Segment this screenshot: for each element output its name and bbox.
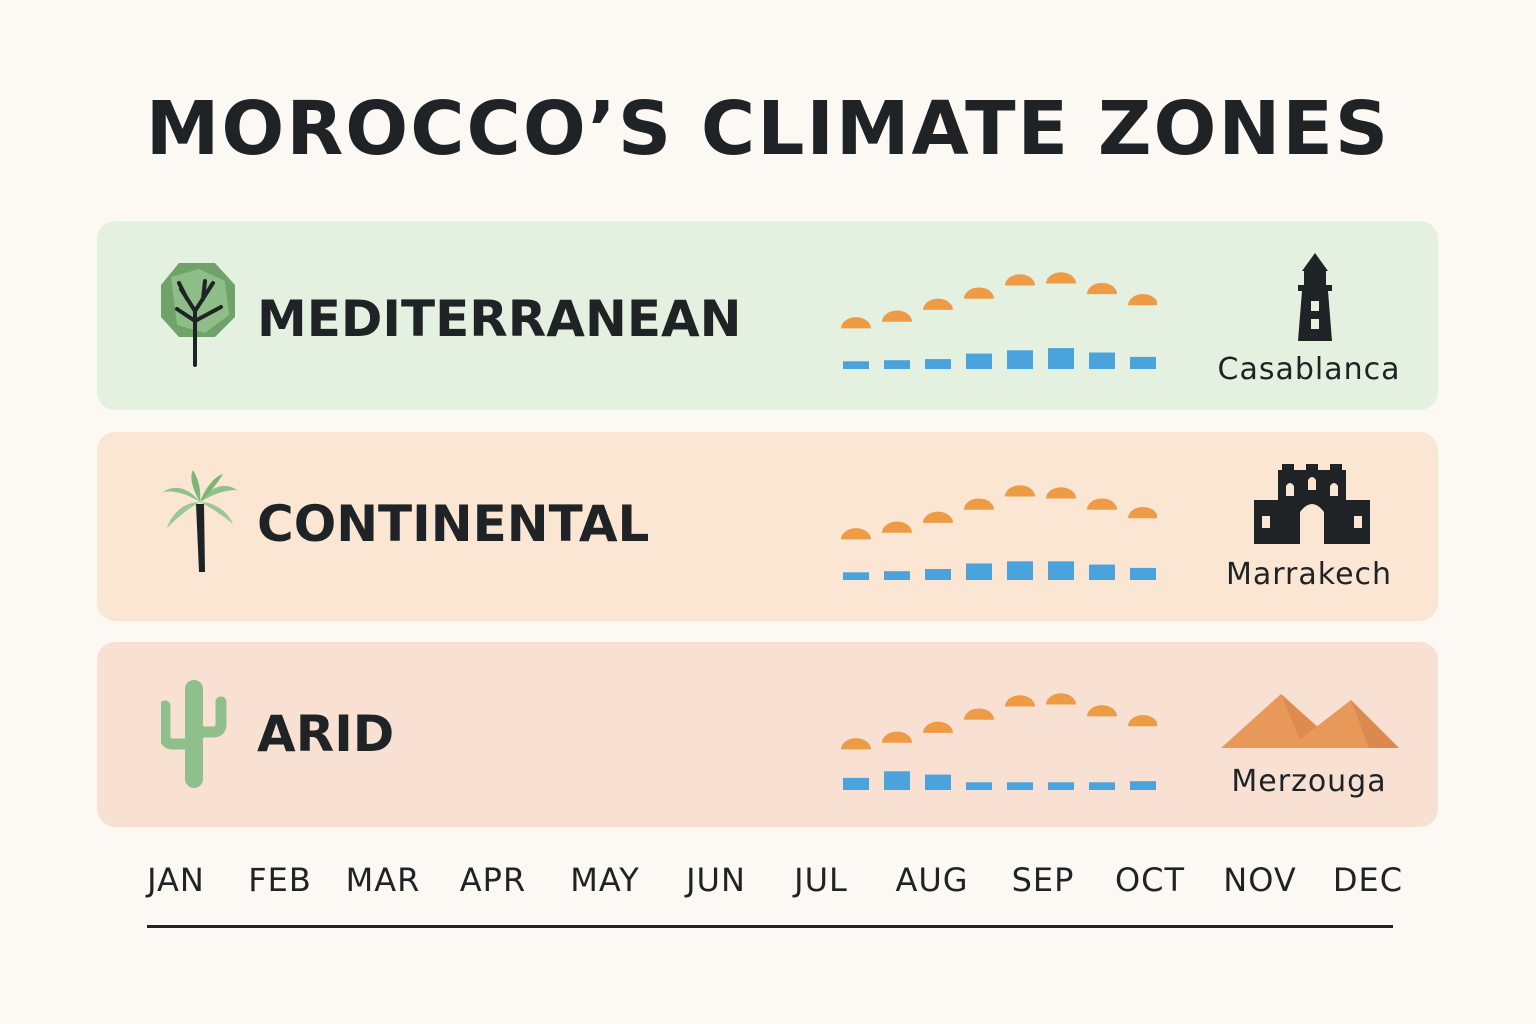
temperature-marker — [1005, 695, 1035, 707]
month-axis-labels: JAN FEB MAR APR MAY JUN JUL AUG SEP OCT NOV DEC — [0, 858, 1536, 902]
lighthouse-icon — [1298, 253, 1332, 341]
city-label-merzouga: Merzouga — [1231, 764, 1387, 799]
month-label-feb: FEB — [248, 861, 312, 899]
temperature-marker — [1046, 272, 1076, 284]
rainfall-bar — [1007, 350, 1033, 369]
page-title: MOROCCO’S CLIMATE ZONES — [145, 86, 1391, 172]
temperature-marker — [841, 317, 871, 329]
rainfall-bar — [843, 777, 869, 790]
rainfall-bar — [966, 563, 992, 580]
rainfall-bar — [966, 782, 992, 790]
axis-line — [147, 925, 1393, 928]
city-label-casablanca: Casablanca — [1217, 352, 1401, 387]
temperature-marker — [882, 521, 912, 533]
temperature-marker — [1087, 705, 1117, 717]
temperature-marker — [1128, 294, 1157, 306]
climate-chart-mediterranean — [841, 272, 1157, 369]
temperature-marker — [1046, 487, 1076, 499]
rainfall-bar — [1007, 782, 1033, 790]
rainfall-bar — [884, 571, 910, 580]
temperature-marker — [841, 528, 871, 540]
month-label-oct: OCT — [1114, 861, 1186, 899]
month-label-dec: DEC — [1332, 861, 1404, 899]
month-label-jul: JUL — [794, 861, 848, 899]
temperature-marker — [923, 511, 953, 523]
rainfall-bar — [1007, 561, 1033, 580]
rainfall-bar — [1130, 356, 1156, 369]
rainfall-bar — [884, 771, 910, 790]
rainfall-bar — [1089, 782, 1115, 790]
climate-chart-continental — [841, 485, 1157, 580]
temperature-marker — [964, 708, 994, 720]
dunes-icon — [1221, 694, 1399, 748]
rainfall-bar — [1130, 567, 1156, 580]
month-label-mar: MAR — [345, 861, 421, 899]
rainfall-bar — [1089, 564, 1115, 580]
temperature-marker — [1005, 274, 1035, 286]
temperature-marker — [1046, 693, 1076, 705]
climate-chart-arid — [841, 693, 1157, 790]
rainfall-bar — [843, 361, 869, 369]
temperature-marker — [1087, 498, 1117, 510]
temperature-marker — [882, 310, 912, 322]
palm-tree-icon — [163, 470, 237, 572]
month-label-nov: NOV — [1223, 861, 1297, 899]
month-label-sep: SEP — [1011, 861, 1075, 899]
temperature-marker — [1005, 485, 1035, 497]
zone-label-mediterranean: MEDITERRANEAN — [257, 290, 742, 348]
rainfall-bar — [884, 360, 910, 369]
rainfall-bar — [1089, 352, 1115, 369]
temperature-marker — [964, 287, 994, 299]
month-label-aug: AUG — [895, 861, 969, 899]
temperature-marker — [1128, 715, 1157, 727]
zone-label-arid: ARID — [257, 705, 395, 763]
rainfall-bar — [1048, 561, 1074, 580]
cactus-icon — [161, 680, 227, 788]
rainfall-bar — [966, 353, 992, 369]
temperature-marker — [1128, 507, 1157, 519]
zone-panel-mediterranean: MEDITERRANEAN Casablanca — [97, 221, 1438, 410]
zone-label-continental: CONTINENTAL — [257, 495, 650, 553]
month-label-jun: JUN — [686, 861, 746, 899]
rainfall-bar — [925, 359, 951, 369]
rainfall-bar — [1130, 781, 1156, 790]
rainfall-bar — [1048, 782, 1074, 790]
month-label-apr: APR — [459, 861, 527, 899]
city-label-marrakech: Marrakech — [1225, 557, 1393, 592]
temperature-marker — [923, 298, 953, 310]
temperature-marker — [1087, 282, 1117, 295]
month-label-jan: JAN — [147, 861, 205, 899]
zone-panel-continental: CONTINENTAL Marrakech — [97, 432, 1438, 621]
temperature-marker — [923, 721, 953, 733]
rainfall-bar — [1048, 348, 1074, 369]
month-label-may: MAY — [570, 861, 640, 899]
temperature-marker — [882, 731, 912, 743]
rainfall-bar — [925, 569, 951, 580]
temperature-marker — [841, 738, 871, 750]
rainfall-bar — [925, 774, 951, 790]
rainfall-bar — [843, 572, 869, 580]
kasbah-gate-icon — [1254, 464, 1370, 544]
zone-panel-arid: ARID Merzouga — [97, 642, 1438, 827]
tree-icon — [161, 263, 235, 367]
temperature-marker — [964, 498, 994, 510]
